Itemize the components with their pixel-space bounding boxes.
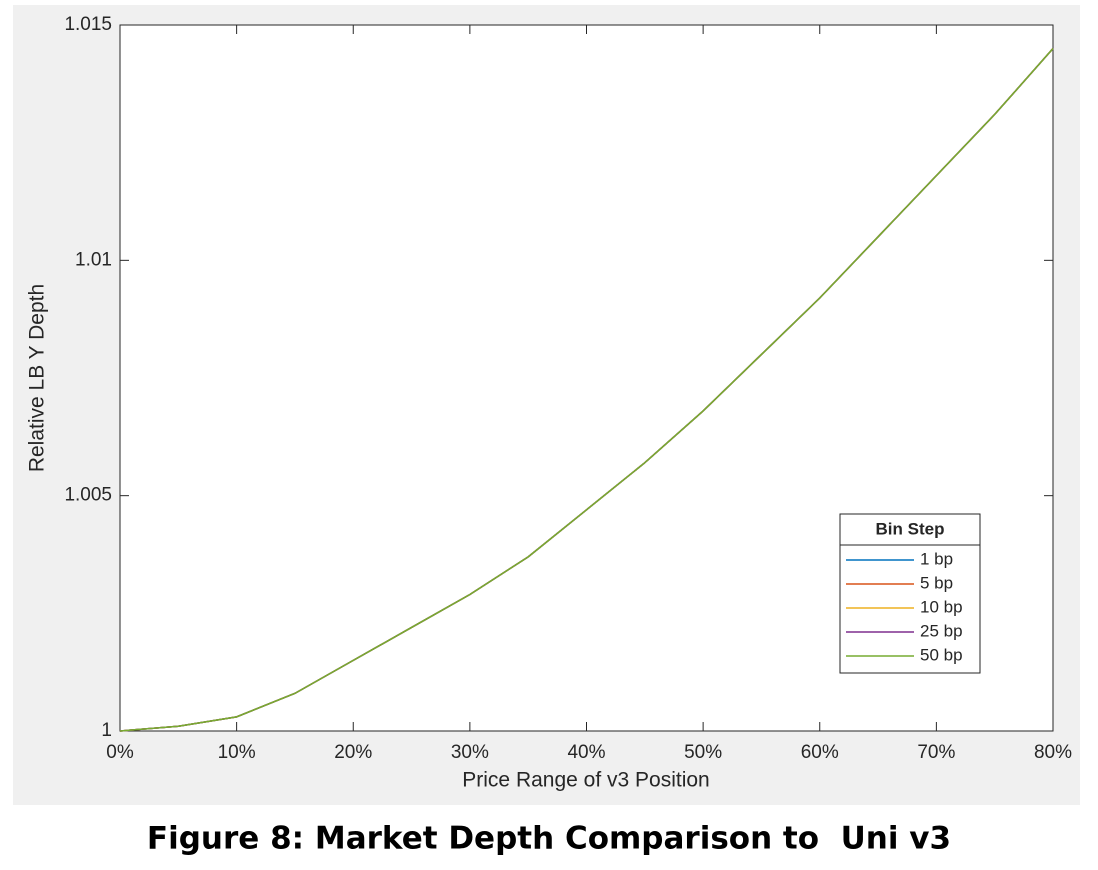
y-tick-label: 1 <box>101 720 112 741</box>
y-tick-label: 1.01 <box>75 249 112 270</box>
x-tick-label: 0% <box>106 742 134 763</box>
legend-label: 5 bp <box>920 573 953 592</box>
x-tick-label: 70% <box>917 742 955 763</box>
y-axis-label: Relative LB Y Depth <box>26 284 49 472</box>
legend-title: Bin Step <box>876 519 945 538</box>
x-tick-label: 10% <box>218 742 256 763</box>
y-tick-label: 1.005 <box>64 485 112 506</box>
x-tick-label: 40% <box>567 742 605 763</box>
series-line <box>119 48 1054 732</box>
x-tick-label: 30% <box>451 742 489 763</box>
x-tick-label: 80% <box>1034 742 1072 763</box>
x-axis-label: Price Range of v3 Position <box>462 769 709 792</box>
legend-label: 10 bp <box>920 597 963 616</box>
figure-caption: Figure 8: Market Depth Comparison to Uni… <box>147 821 951 857</box>
y-tick-label: 1.015 <box>64 14 112 35</box>
legend-label: 50 bp <box>920 645 963 664</box>
x-tick-label: 20% <box>334 742 372 763</box>
x-tick-label: 60% <box>801 742 839 763</box>
legend-box <box>839 513 981 674</box>
legend-label: 25 bp <box>920 621 963 640</box>
x-tick-label: 50% <box>684 742 722 763</box>
legend-label: 1 bp <box>920 549 953 568</box>
